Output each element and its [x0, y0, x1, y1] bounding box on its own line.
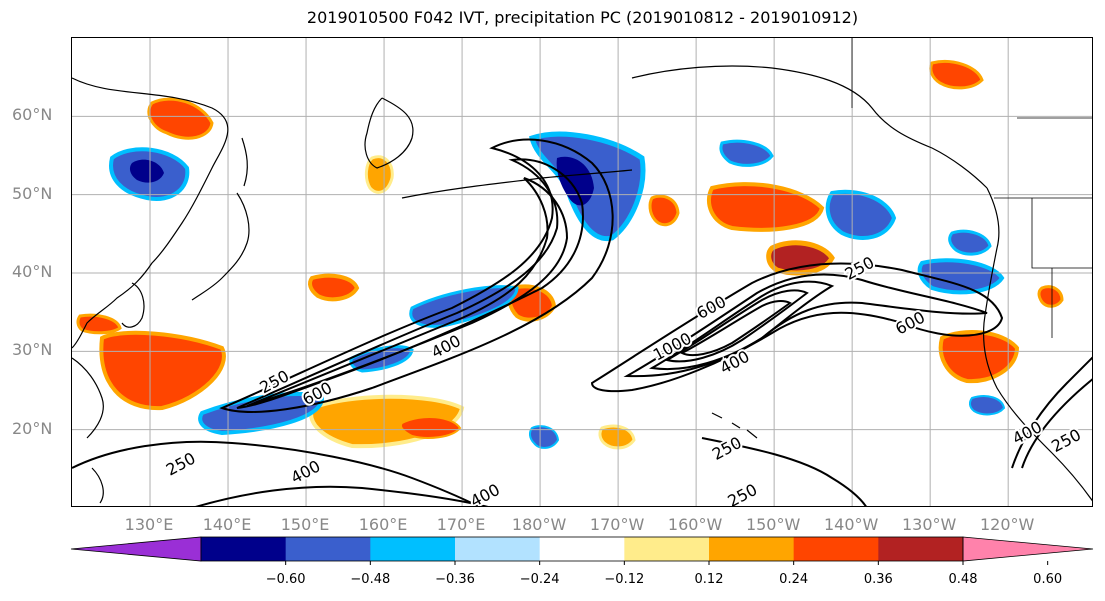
latitude-label: 30°N: [12, 340, 53, 360]
plot-title: 2019010500 F042 IVT, precipitation PC (2…: [306, 8, 859, 27]
border-us-states-2: [1031, 198, 1092, 269]
longitude-label: 160°W: [667, 515, 723, 534]
coastline-philippines: [91, 467, 104, 504]
precip-negative-patch: [556, 156, 594, 206]
colorbar-tick-label: −0.24: [519, 572, 560, 587]
coastline-north-america: [982, 187, 1092, 502]
graticule-grid: [72, 38, 1092, 506]
coastline-sakhalin: [241, 137, 248, 187]
ivt-contour-600: [246, 177, 569, 407]
precip-positive-patch: [308, 273, 360, 302]
ivt-contour-250: [701, 437, 867, 506]
precip-negative-patch: [129, 159, 164, 183]
colorbar-segment: [285, 537, 371, 561]
latitude-label: 60°N: [12, 105, 53, 125]
contour-label: 1000: [650, 329, 695, 365]
colorbar-segment: [793, 537, 879, 561]
precip-positive-patch: [399, 416, 462, 439]
longitude-label: 160°E: [358, 515, 408, 534]
precip-positive-patch: [766, 240, 835, 276]
colorbar-tick-label: 0.12: [694, 572, 724, 587]
precip-positive-patch: [147, 97, 214, 140]
contour-label: 250: [725, 480, 761, 507]
ivt-contour-800: [664, 289, 809, 363]
contour-label: 250: [709, 433, 745, 464]
colorbar-tick-label: −0.60: [265, 572, 306, 587]
coastline-japan: [191, 192, 250, 301]
latitude-label: 40°N: [12, 262, 53, 281]
contour-label: 600: [892, 307, 928, 338]
longitude-label: 130°W: [901, 515, 957, 534]
ivt-contour-250: [72, 440, 481, 506]
colorbar-segment: [709, 537, 795, 561]
colorbar-tick-label: 0.24: [779, 572, 809, 587]
longitude-label: 140°W: [823, 515, 879, 534]
longitude-label: 120°W: [979, 515, 1035, 534]
colorbar-tick-label: 0.48: [948, 572, 978, 587]
ivt-contour-250: [1021, 378, 1092, 469]
longitude-label: 130°E: [124, 515, 174, 534]
colorbar-segment: [878, 537, 964, 561]
precip-negative-patch: [409, 285, 519, 328]
coastline-hawaii: [711, 412, 758, 439]
colorbar-segment: [370, 537, 456, 561]
ivt-contour-250: [219, 138, 614, 413]
ivt-contour-400: [1011, 356, 1092, 469]
colorbar-tick-label: 0.60: [1033, 572, 1063, 587]
precip-positive-patch: [99, 330, 226, 411]
colorbar-segment: [201, 537, 287, 561]
colorbar-segment: [539, 537, 625, 561]
precip-negative-patch: [825, 189, 897, 240]
colorbar-tick-label: −0.48: [350, 572, 391, 587]
coastline-korea: [121, 282, 145, 328]
colorbar-outline: [200, 536, 964, 562]
contour-label: 400: [1009, 417, 1045, 448]
coastline-alaska: [631, 65, 988, 189]
precip-negative-patch: [917, 258, 1005, 295]
contour-label: 600: [693, 292, 729, 323]
latitude-label: 20°N: [12, 418, 53, 438]
colorbar-tick-label: 0.36: [863, 572, 893, 587]
precip-positive-patch: [1037, 285, 1064, 308]
precip-negative-patch: [968, 395, 1006, 416]
longitude-label: 150°W: [745, 515, 801, 534]
colorbar-tick-label: −0.12: [604, 572, 645, 587]
coastline-kamchatka: [364, 97, 414, 169]
contour-label: 400: [428, 331, 464, 362]
colorbar-tick-label: −0.36: [435, 572, 475, 587]
longitude-label: 170°E: [436, 515, 486, 534]
contour-label: 400: [467, 480, 503, 507]
coastline-asia: [72, 77, 229, 349]
ivt-contour-600: [648, 280, 835, 370]
longitude-label: 140°E: [202, 515, 252, 534]
ivt-contour-400: [195, 485, 489, 506]
ivt-contours: [72, 138, 1092, 506]
coastlines: [72, 65, 1092, 504]
precip-negative-patch: [528, 425, 560, 449]
longitude-label: 180°W: [511, 515, 567, 534]
precip-positive-patch: [648, 194, 680, 227]
ivt-contour-1000: [679, 300, 792, 357]
ivt-contour-250: [590, 262, 1004, 393]
colorbar-segment: [624, 537, 710, 561]
longitude-label: 170°W: [589, 515, 645, 534]
colorbar-extend-low: [70, 536, 202, 562]
political-borders: [851, 38, 1092, 338]
coastline-china: [72, 357, 104, 439]
precip-positive-patch: [929, 60, 984, 90]
colorbar-segment: [455, 537, 541, 561]
latitude-label: 50°N: [12, 183, 53, 203]
colorbar-extend-high: [962, 536, 1094, 562]
map-panel: 250 600 400 1000 400 600 250 600 250 400 400 250 250…: [71, 37, 1093, 507]
precip-positive-patch: [938, 330, 1020, 384]
longitude-label: 150°E: [280, 515, 330, 534]
precip-positive-patch: [76, 313, 122, 335]
precip-positive-patch: [598, 424, 636, 450]
precip-negative-patch: [719, 139, 774, 167]
precip-positive-patch: [706, 182, 825, 232]
contour-label: 250: [163, 448, 199, 479]
precip-negative-patch: [948, 229, 992, 256]
